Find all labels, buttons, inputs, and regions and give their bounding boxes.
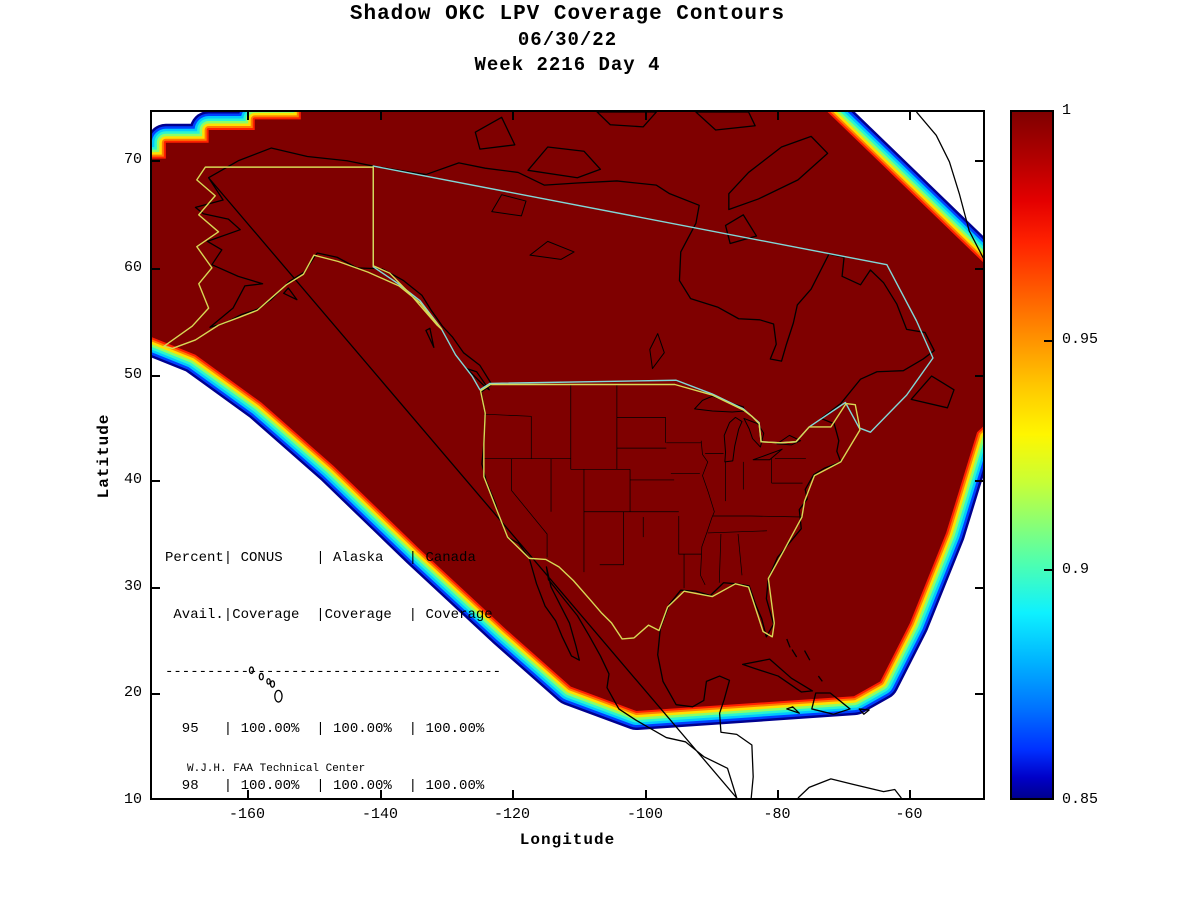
figure-week-day: Week 2216 Day 4 bbox=[474, 54, 661, 76]
x-tick-label: -120 bbox=[493, 806, 530, 823]
credit-line: W.J.H. FAA Technical Center bbox=[187, 763, 366, 775]
x-tick-label: -160 bbox=[228, 806, 265, 823]
figure-title: Shadow OKC LPV Coverage Contours bbox=[349, 3, 786, 26]
y-axis-tick-right bbox=[975, 693, 983, 695]
y-axis-tick-right bbox=[975, 587, 983, 589]
x-axis-tick-top bbox=[909, 112, 911, 120]
y-tick-label: 70 bbox=[123, 151, 142, 168]
y-axis-tick bbox=[152, 587, 160, 589]
islands-outline bbox=[249, 112, 983, 798]
y-axis-tick bbox=[152, 268, 160, 270]
x-axis-tick bbox=[247, 790, 249, 798]
lakes-outline bbox=[492, 195, 801, 462]
x-tick-label: -100 bbox=[626, 806, 663, 823]
y-axis-tick-right bbox=[975, 160, 983, 162]
y-tick-label: 40 bbox=[123, 471, 142, 488]
y-axis-tick bbox=[152, 480, 160, 482]
x-axis-label: Longitude bbox=[519, 831, 616, 849]
coverage-table-line: Percent| CONUS | Alaska | Canada bbox=[165, 550, 476, 566]
y-axis-tick bbox=[152, 693, 160, 695]
x-tick-label: -80 bbox=[763, 806, 791, 823]
y-axis-tick bbox=[152, 160, 160, 162]
y-axis-tick-right bbox=[975, 375, 983, 377]
north-america-map bbox=[152, 112, 983, 798]
state-borders bbox=[483, 384, 806, 588]
x-axis-tick bbox=[645, 790, 647, 798]
title-block: Shadow OKC LPV Coverage Contours 06/30/2… bbox=[150, 2, 985, 78]
figure-date: 06/30/22 bbox=[517, 29, 618, 51]
y-axis-label: Latitude bbox=[95, 413, 113, 499]
x-axis-tick-top bbox=[247, 112, 249, 120]
x-axis-tick bbox=[777, 790, 779, 798]
coverage-table: Percent| CONUS | Alaska | Canada Avail.|… bbox=[165, 511, 502, 798]
y-axis-tick-right bbox=[975, 268, 983, 270]
map-plot: Percent| CONUS | Alaska | Canada Avail.|… bbox=[150, 110, 985, 800]
y-tick-label: 60 bbox=[123, 259, 142, 276]
y-tick-label: 20 bbox=[123, 684, 142, 701]
coverage-table-line: Avail.|Coverage |Coverage | Coverage bbox=[165, 607, 493, 623]
x-axis-tick bbox=[909, 790, 911, 798]
colorbar-gradient bbox=[1012, 112, 1052, 798]
colorbar-tick-label: 0.85 bbox=[1062, 791, 1099, 808]
y-axis-tick-right bbox=[975, 480, 983, 482]
coverage-table-line: 95 | 100.00% | 100.00% | 100.00% bbox=[165, 721, 485, 737]
x-tick-label: -60 bbox=[895, 806, 923, 823]
colorbar-tick bbox=[1044, 340, 1052, 342]
conus-region-outline bbox=[481, 384, 860, 638]
x-axis-tick bbox=[512, 790, 514, 798]
x-axis-tick-top bbox=[777, 112, 779, 120]
colorbar-tick-label: 0.95 bbox=[1062, 331, 1099, 348]
coverage-table-line: ---------------------------------------- bbox=[165, 664, 502, 680]
credit-text: W.J.H. FAA Technical Center WAAS Test Te… bbox=[187, 734, 366, 798]
colorbar-tick bbox=[1044, 569, 1052, 571]
y-axis-tick bbox=[152, 375, 160, 377]
colorbar-tick-label: 0.9 bbox=[1062, 561, 1090, 578]
x-axis-tick-top bbox=[645, 112, 647, 120]
y-tick-label: 10 bbox=[123, 791, 142, 808]
x-axis-tick-top bbox=[380, 112, 382, 120]
y-tick-label: 30 bbox=[123, 578, 142, 595]
coverage-table-line: 98 | 100.00% | 100.00% | 100.00% bbox=[165, 778, 485, 794]
x-axis-tick bbox=[380, 790, 382, 798]
alaska-region-outline bbox=[164, 167, 442, 348]
y-tick-label: 50 bbox=[123, 366, 142, 383]
x-tick-label: -140 bbox=[361, 806, 398, 823]
colorbar-tick-label: 1 bbox=[1062, 102, 1072, 119]
x-axis-tick-top bbox=[512, 112, 514, 120]
colorbar bbox=[1010, 110, 1054, 800]
